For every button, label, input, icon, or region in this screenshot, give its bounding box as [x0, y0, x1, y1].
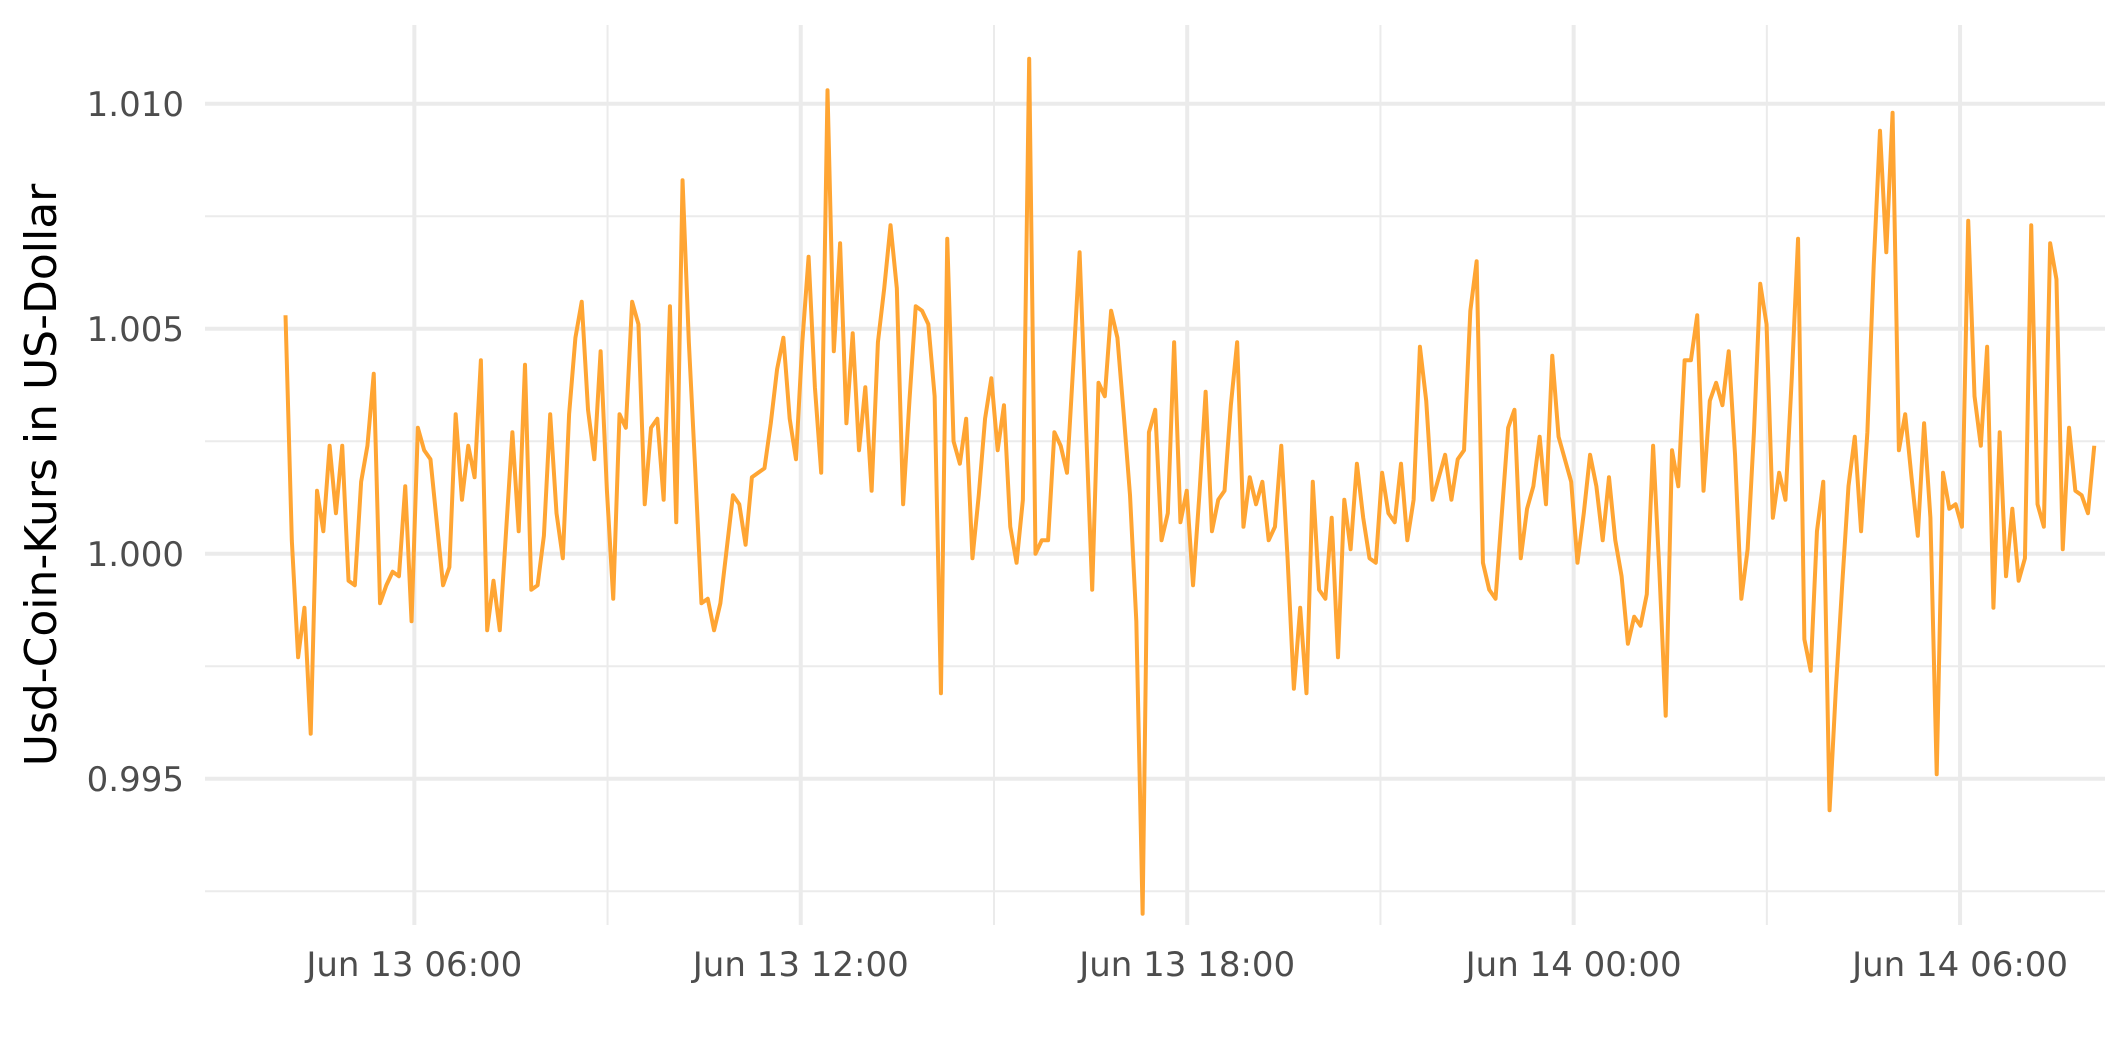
x-tick-label: Jun 13 12:00 — [691, 945, 909, 985]
x-tick-label: Jun 14 00:00 — [1464, 945, 1682, 985]
x-axis-tick-labels: Jun 13 06:00 Jun 13 12:00 Jun 13 18:00 Jun … — [304, 945, 2068, 985]
y-tick-label: 0.995 — [87, 760, 184, 800]
y-tick-label: 1.000 — [87, 535, 184, 575]
x-tick-label: Jun 13 18:00 — [1077, 945, 1295, 985]
y-tick-label: 1.010 — [87, 85, 184, 125]
x-tick-label: Jun 13 06:00 — [304, 945, 522, 985]
y-tick-label: 1.005 — [87, 310, 184, 350]
y-axis-title: Usd-Coin-Kurs in US-Dollar — [16, 183, 67, 766]
x-tick-label: Jun 14 06:00 — [1850, 945, 2068, 985]
series-line — [283, 56, 2097, 916]
major-gridlines-y — [205, 101, 2105, 781]
y-axis-tick-labels: 0.995 1.000 1.005 1.010 — [87, 85, 184, 800]
